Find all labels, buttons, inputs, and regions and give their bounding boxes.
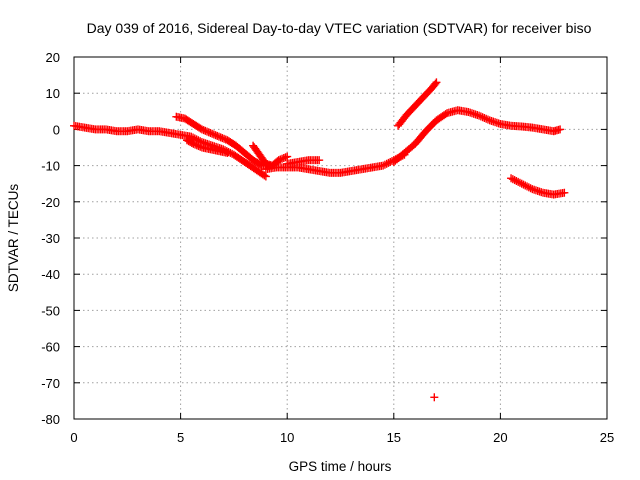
y-tick-label: 20 [46,50,60,65]
data-point [220,134,229,143]
data-point [283,152,292,161]
x-tick-label: 25 [600,430,614,445]
data-point [192,141,201,150]
x-tick-label: 20 [493,430,507,445]
data-point [279,153,288,162]
data-point [430,393,439,402]
x-tick-label: 5 [177,430,184,445]
data-point [521,181,530,190]
x-tick-label: 0 [70,430,77,445]
y-tick-label: 0 [53,122,60,137]
y-tick-label: -80 [41,412,60,427]
data-point [214,132,223,141]
x-axis-label: GPS time / hours [289,459,392,474]
y-tick-label: -60 [41,340,60,355]
data-points [70,78,569,402]
data-point [194,142,203,151]
data-point [382,159,391,168]
data-point [276,155,285,164]
y-tick-label: -50 [41,303,60,318]
data-point [482,114,491,123]
data-point [524,183,533,192]
data-point [380,160,389,169]
data-point [379,161,388,170]
axis-ticks: 0 5 10 15 20 25 -80 -70 -60 -50 -40 -30 -20 -10 0 10 20 [41,50,614,445]
data-point [315,156,324,165]
data-point [431,79,440,88]
data-point [197,125,206,134]
data-point [523,182,532,191]
y-axis-label: SDTVAR / TECUs [6,184,21,293]
data-point [213,131,222,140]
data-point [196,142,205,151]
y-tick-label: 10 [46,86,60,101]
data-point [191,140,200,149]
data-point [189,139,198,148]
data-point [216,133,225,142]
y-tick-label: -30 [41,231,60,246]
data-point [478,113,487,122]
data-point [515,178,524,187]
data-point [517,179,526,188]
data-point [508,175,517,184]
data-point [260,171,269,180]
grid-lines [74,57,607,419]
data-point [206,129,215,138]
x-tick-label: 15 [387,430,401,445]
data-point [278,154,287,163]
data-point [475,111,484,120]
data-point [203,127,212,136]
data-point [526,184,535,193]
data-point [480,113,489,122]
data-point [281,153,290,162]
x-tick-label: 10 [280,430,294,445]
data-point [261,172,270,181]
data-point [510,176,519,185]
data-point [223,148,232,157]
y-tick-label: -20 [41,195,60,210]
data-point [556,125,565,134]
data-point [208,129,217,138]
data-point [483,115,492,124]
y-tick-label: -70 [41,376,60,391]
data-point [432,78,441,87]
data-point [514,177,523,186]
data-point [519,180,528,189]
data-point [211,131,220,140]
data-point [218,134,227,143]
y-tick-label: -10 [41,159,60,174]
data-point [476,112,485,121]
y-tick-label: -40 [41,267,60,282]
data-point [201,126,210,135]
data-point [209,130,218,139]
data-point [384,158,393,167]
data-point [507,174,516,183]
data-point [560,188,569,197]
data-point [512,176,521,185]
chart-title: Day 039 of 2016, Sidereal Day-to-day VTE… [87,20,592,36]
data-point [274,156,283,165]
data-point [199,126,208,135]
data-point [204,128,213,137]
